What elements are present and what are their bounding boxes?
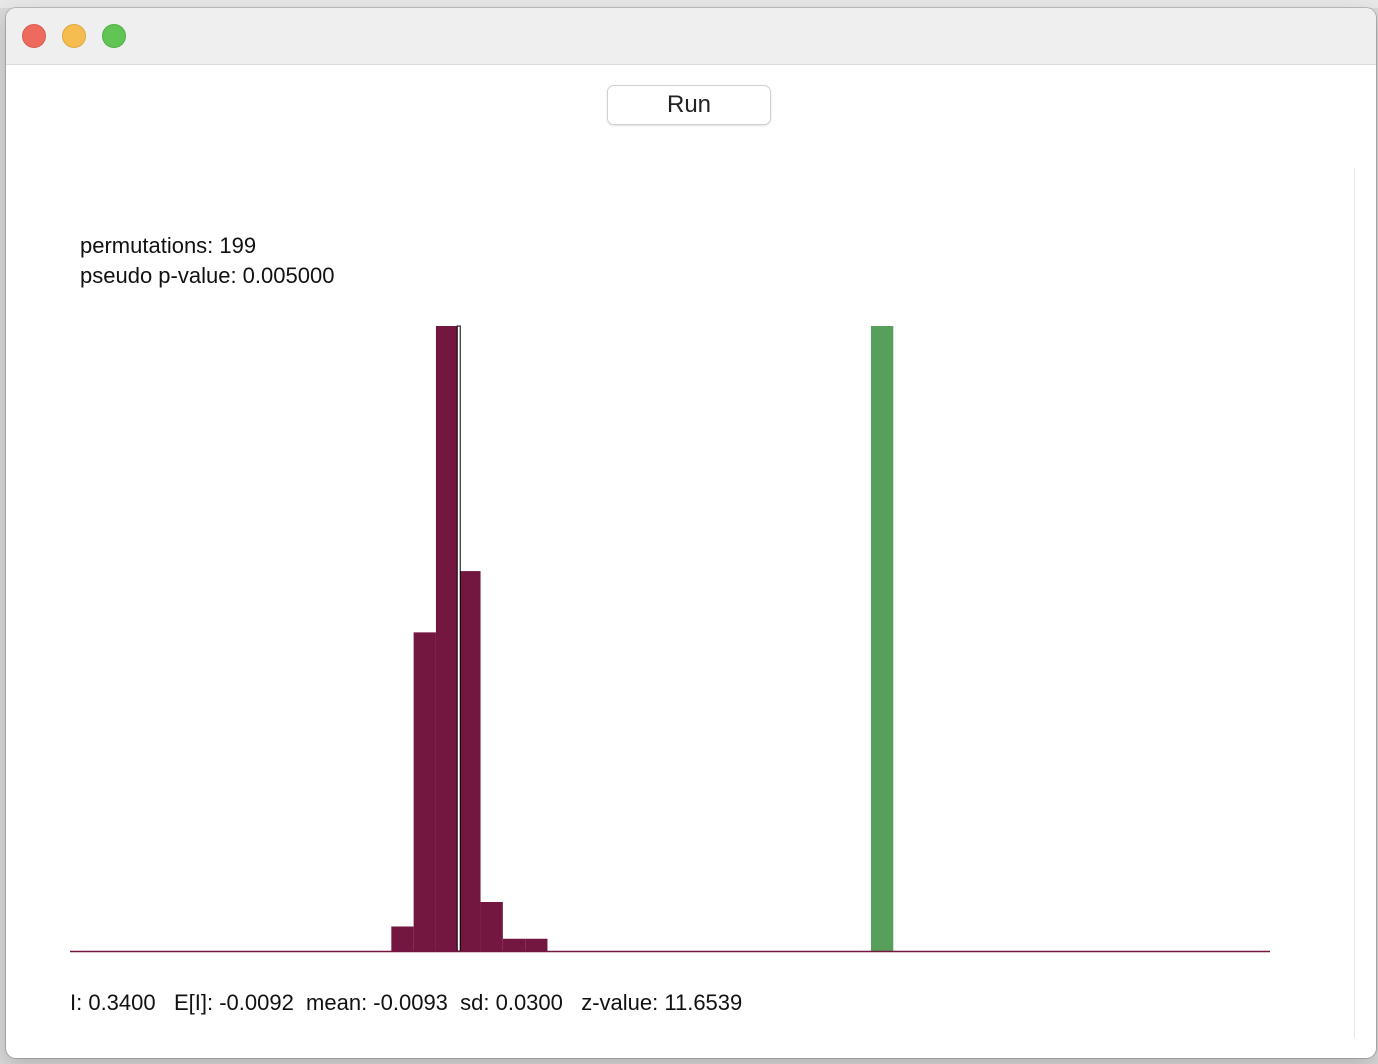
observed-statistic-bar bbox=[870, 326, 894, 951]
desktop-background bbox=[0, 0, 1378, 8]
run-button[interactable]: Run bbox=[607, 85, 771, 125]
permutations-label: permutations: 199 bbox=[80, 233, 257, 258]
histogram-bar-6 bbox=[502, 938, 526, 951]
histogram-bar-4 bbox=[458, 571, 481, 951]
statistics-summary: I: 0.3400 E[I]: -0.0092 mean: -0.0093 sd… bbox=[70, 990, 743, 1015]
title-bar bbox=[6, 8, 1376, 65]
histogram-bar-5 bbox=[480, 901, 503, 951]
app-window: Run permutations: 199 pseudo p-value: 0.… bbox=[6, 8, 1376, 1058]
histogram-bar-7 bbox=[525, 938, 548, 951]
pseudo-p-value-label: pseudo p-value: 0.005000 bbox=[80, 263, 335, 288]
close-window-icon[interactable] bbox=[22, 24, 46, 48]
mean-marker-line bbox=[456, 325, 461, 952]
histogram-bar-3 bbox=[435, 326, 459, 951]
histogram-bar-1 bbox=[391, 926, 414, 951]
panel-edge-divider bbox=[1354, 168, 1355, 1038]
permutation-histogram bbox=[70, 325, 1270, 953]
minimize-window-icon[interactable] bbox=[62, 24, 86, 48]
zoom-window-icon[interactable] bbox=[102, 24, 126, 48]
histogram-bar-2 bbox=[413, 632, 436, 951]
